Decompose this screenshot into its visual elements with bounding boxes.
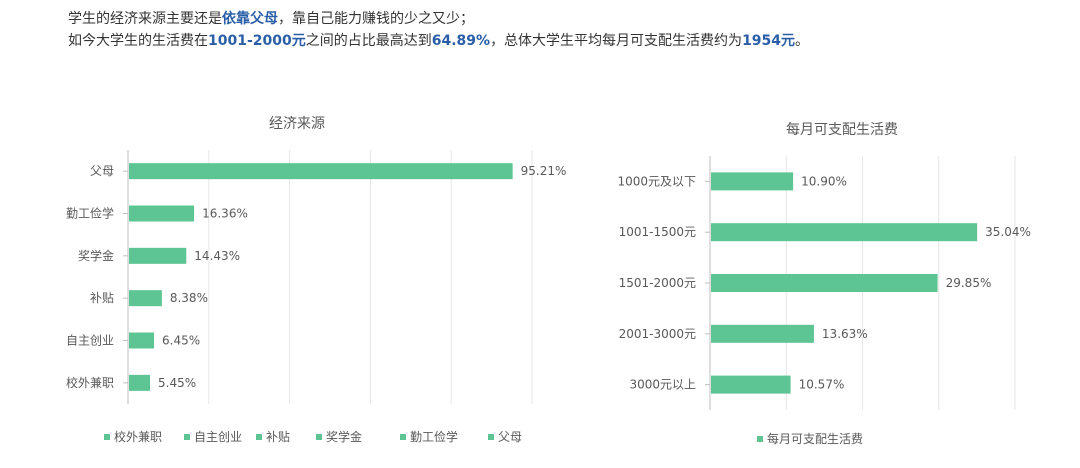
category-label: 1501-2000元 [619, 276, 696, 290]
legend-swatch [184, 434, 190, 440]
legend-label: 奖学金 [326, 429, 362, 444]
data-label: 5.45% [158, 376, 196, 390]
legend-label: 勤工俭学 [410, 429, 458, 444]
legend-swatch [316, 434, 322, 440]
bar [129, 374, 151, 391]
legend-label: 校外兼职 [114, 429, 162, 444]
data-label: 95.21% [521, 164, 567, 178]
intro-line1-post: ，靠自己能力赚钱的少之又少； [278, 11, 474, 27]
legend-swatch [256, 434, 262, 440]
legend-label: 父母 [498, 430, 522, 444]
intro-line2-highlight-percent: 64.89% [431, 33, 491, 49]
category-label: 补贴 [90, 291, 114, 305]
legend-swatch [400, 434, 406, 440]
intro-line2-highlight-range: 1001-2000元 [208, 33, 306, 49]
category-label: 1000元及以下 [617, 174, 696, 188]
legend-label: 补贴 [266, 430, 290, 444]
intro-text: 学生的经济来源主要还是依靠父母，靠自己能力赚钱的少之又少； 如今大学生的生活费在… [68, 8, 1068, 52]
intro-line2-post: 。 [795, 33, 810, 49]
intro-line-2: 如今大学生的生活费在1001-2000元之间的占比最高达到64.89%，总体大学… [68, 30, 1068, 52]
data-label: 16.36% [202, 207, 248, 221]
intro-line2-highlight-amount: 1954元 [742, 33, 796, 49]
legend-label: 自主创业 [194, 430, 242, 444]
chart-title: 每月可支配生活费 [786, 122, 898, 138]
bar [129, 205, 195, 222]
bar [711, 375, 791, 394]
intro-line1-pre: 学生的经济来源主要还是 [68, 11, 222, 27]
bar [711, 324, 814, 343]
data-label: 29.85% [946, 276, 992, 290]
legend-label: 每月可支配生活费 [767, 431, 863, 446]
category-label: 3000元以上 [629, 378, 696, 392]
bar [711, 172, 794, 191]
data-label: 10.90% [801, 174, 847, 188]
legend-swatch [757, 436, 763, 442]
data-label: 6.45% [162, 334, 200, 348]
intro-line-1: 学生的经济来源主要还是依靠父母，靠自己能力赚钱的少之又少； [68, 8, 1068, 30]
bar [711, 274, 938, 292]
category-label: 勤工俭学 [66, 206, 114, 221]
intro-line2-mid1: 之间的占比最高达到 [305, 33, 432, 49]
category-label: 自主创业 [66, 334, 114, 348]
intro-line1-highlight: 依靠父母 [222, 11, 278, 27]
data-label: 8.38% [170, 291, 208, 305]
category-label: 校外兼职 [66, 375, 114, 390]
data-label: 14.43% [194, 249, 240, 263]
intro-line2-mid2: ，总体大学生平均每月可支配生活费约为 [490, 33, 743, 49]
data-label: 10.57% [799, 378, 845, 392]
intro-line2-pre: 如今大学生的生活费在 [68, 33, 208, 49]
bar [129, 247, 187, 264]
data-label: 35.04% [985, 225, 1031, 239]
category-label: 2001-3000元 [619, 327, 696, 341]
legend-swatch [488, 434, 494, 440]
category-label: 1001-1500元 [619, 225, 696, 239]
chart-title: 经济来源 [269, 116, 325, 132]
category-label: 奖学金 [78, 248, 114, 263]
bar [711, 223, 978, 242]
bar [129, 163, 513, 180]
category-label: 父母 [90, 164, 114, 178]
bar [129, 332, 155, 349]
legend-swatch [104, 434, 110, 440]
chart-2: 每月可支配生活费 1000元及以下 10.90% 1001-1500元 35.04% 15… [617, 122, 1030, 446]
bar [129, 290, 162, 307]
data-label: 13.63% [822, 327, 868, 341]
